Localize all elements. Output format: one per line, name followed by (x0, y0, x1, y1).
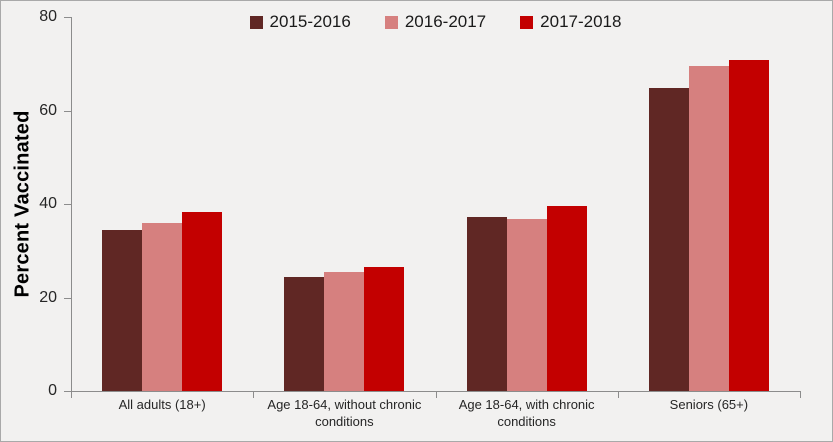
bar-series-0-category-2 (466, 217, 507, 391)
category-label-text: Age 18-64, with chronic conditions (458, 397, 595, 429)
x-tick-mark (71, 391, 72, 398)
category-label: Age 18-64, with chronic conditions (436, 397, 618, 431)
x-tick-mark (253, 391, 255, 398)
legend-swatch-icon (384, 15, 398, 29)
bar-series-0-category-3 (648, 88, 689, 391)
category-label-text: All adults (18+) (118, 397, 206, 412)
legend-item: 2016-2017 (384, 12, 487, 32)
bar-series-2-category-0 (182, 212, 223, 391)
category-label-text: Age 18-64, without chronic conditions (267, 397, 422, 429)
y-tick-mark (64, 204, 71, 205)
bar-series-0-category-0 (102, 230, 143, 391)
category-label: All adults (18+) (71, 397, 253, 431)
category-label-text: Seniors (65+) (669, 397, 749, 412)
legend-item: 2015-2016 (249, 12, 351, 32)
legend-label: 2017-2018 (540, 12, 622, 31)
legend-item: 2017-2018 (520, 12, 621, 32)
bar-group (618, 17, 800, 391)
legend-label: 2016-2017 (404, 12, 487, 31)
y-tick-label: 20 (39, 288, 57, 306)
category-axis-labels: All adults (18+) Age 18-64, without chron… (71, 397, 800, 431)
y-tick-mark (64, 297, 71, 299)
legend-swatch-icon (249, 15, 263, 29)
x-tick-mark (800, 391, 801, 398)
bar-group (71, 17, 253, 391)
bar-series-2-category-2 (546, 206, 587, 391)
y-tick-label: 0 (48, 382, 57, 399)
y-tick-label: 60 (39, 101, 57, 119)
bar-series-1-category-3 (688, 66, 729, 391)
bar-series-2-category-3 (728, 60, 769, 391)
legend-swatch-icon (520, 15, 534, 29)
legend: 2015-2016 2016-2017 2017-2018 (71, 12, 800, 32)
y-tick-mark (64, 391, 71, 392)
legend-label: 2015-2016 (269, 12, 351, 31)
bar-series-1-category-1 (324, 272, 365, 391)
y-axis-line (71, 17, 72, 392)
y-tick-label: 80 (39, 8, 57, 25)
bar-group (253, 17, 435, 391)
y-tick-mark (64, 110, 71, 112)
bar-series-1-category-2 (506, 218, 547, 391)
y-tick-mark (64, 17, 71, 18)
x-tick-mark (435, 391, 437, 398)
bar-series-2-category-1 (364, 267, 405, 391)
x-tick-mark (617, 391, 619, 398)
plot-area (71, 17, 800, 391)
y-tick-label: 40 (39, 195, 57, 212)
category-label: Age 18-64, without chronic conditions (253, 397, 435, 431)
bar-series-1-category-0 (142, 223, 183, 391)
category-label: Seniors (65+) (618, 397, 800, 431)
bar-series-0-category-1 (284, 276, 325, 391)
bar-group (436, 17, 618, 391)
